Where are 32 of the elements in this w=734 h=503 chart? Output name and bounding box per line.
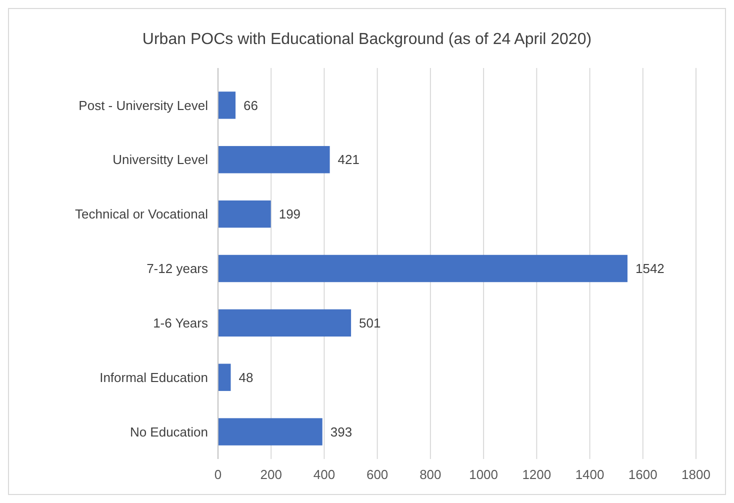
x-tick-label: 400: [313, 467, 336, 482]
x-tick-label: 1200: [522, 467, 552, 482]
bar: [218, 146, 330, 174]
y-tick-label: Post - University Level: [78, 98, 208, 113]
bar: [218, 418, 322, 446]
chart-title: Urban POCs with Educational Background (as of 24 April 2020): [142, 31, 592, 48]
x-tick-label: 1600: [628, 467, 658, 482]
x-tick-label: 200: [260, 467, 282, 482]
x-tick-label: 1000: [469, 467, 498, 482]
data-label: 66: [244, 98, 258, 113]
data-label: 393: [330, 424, 352, 440]
bar: [218, 92, 236, 119]
x-tick-label: 600: [366, 467, 388, 482]
x-tick-label: 800: [420, 467, 442, 482]
bar: [218, 200, 271, 228]
y-tick-label: 7-12 years: [146, 261, 208, 276]
y-tick-label: Technical or Vocational: [75, 206, 208, 222]
bar: [218, 254, 628, 282]
y-tick-label: Universitty Level: [112, 152, 208, 168]
bar: [218, 364, 231, 391]
x-tick-label: 1800: [682, 467, 710, 482]
data-label: 199: [278, 206, 301, 222]
y-tick-label: Informal Education: [100, 370, 208, 385]
data-label: 501: [359, 315, 381, 330]
y-tick-label: No Education: [130, 424, 208, 440]
data-label: 421: [338, 152, 360, 168]
x-tick-label: 1400: [575, 467, 604, 482]
bar: [218, 309, 352, 337]
x-tick-label: 0: [214, 467, 222, 482]
data-label: 48: [238, 370, 254, 385]
data-label: 1542: [635, 261, 664, 276]
y-tick-label: 1-6 Years: [153, 315, 208, 330]
